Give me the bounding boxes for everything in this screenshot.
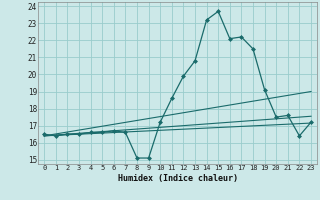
- X-axis label: Humidex (Indice chaleur): Humidex (Indice chaleur): [118, 174, 238, 183]
